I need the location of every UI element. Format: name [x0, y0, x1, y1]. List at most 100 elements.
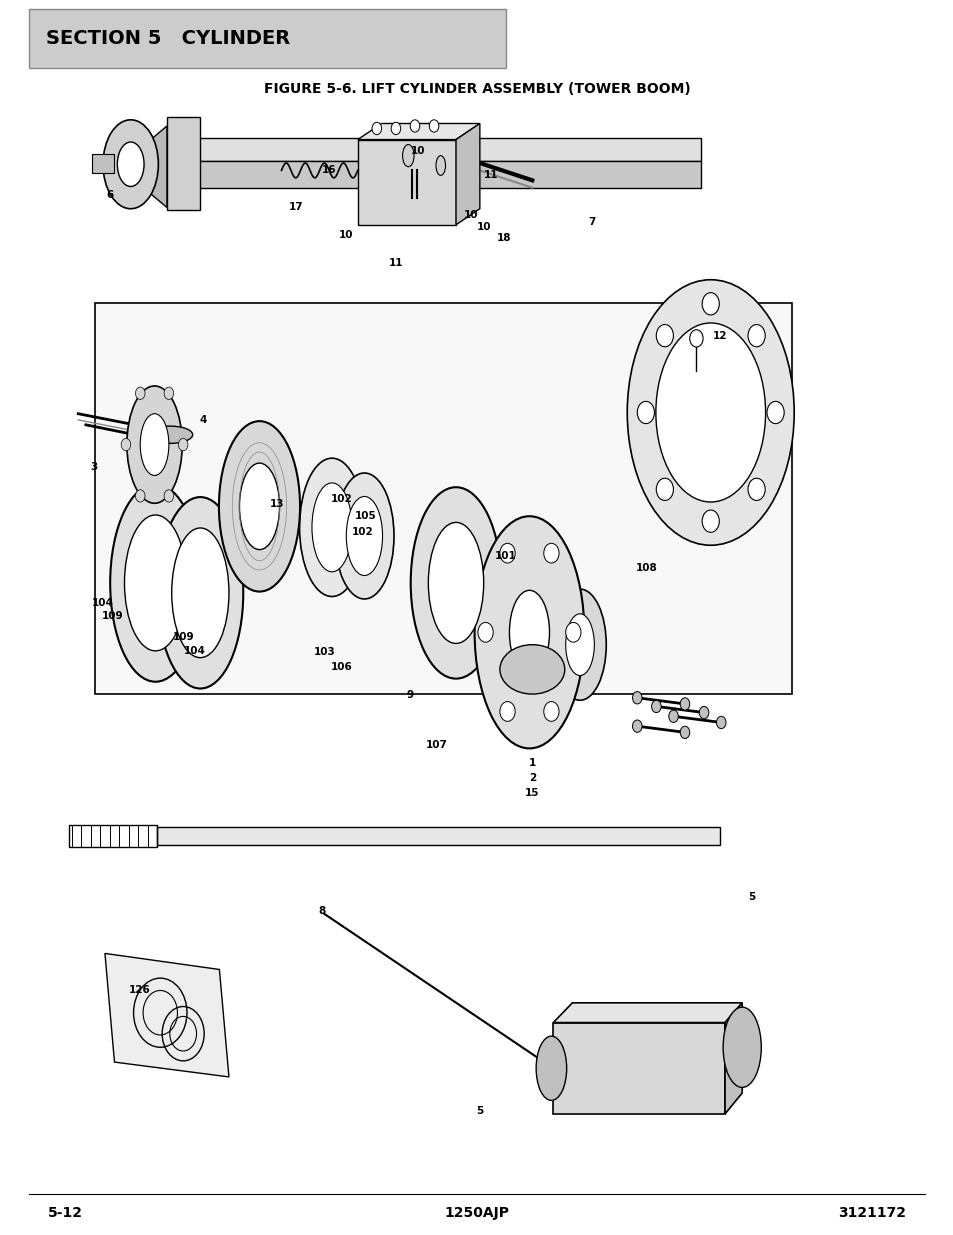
Ellipse shape [436, 156, 445, 175]
Ellipse shape [110, 484, 200, 682]
Ellipse shape [172, 529, 229, 657]
Circle shape [701, 293, 719, 315]
Circle shape [178, 438, 188, 451]
Circle shape [410, 120, 419, 132]
Ellipse shape [553, 589, 606, 700]
Text: 3: 3 [90, 462, 97, 472]
Text: 104: 104 [92, 598, 113, 608]
Text: 107: 107 [426, 740, 447, 750]
Text: 10: 10 [410, 146, 425, 156]
Circle shape [747, 325, 764, 347]
Text: 2: 2 [528, 773, 536, 783]
Ellipse shape [346, 496, 382, 576]
Circle shape [716, 716, 725, 729]
Text: 1250AJP: 1250AJP [444, 1205, 509, 1220]
Polygon shape [724, 1003, 741, 1114]
Text: 4: 4 [199, 415, 207, 425]
Ellipse shape [140, 414, 169, 475]
Circle shape [747, 478, 764, 500]
Polygon shape [181, 161, 700, 188]
Text: 11: 11 [388, 258, 403, 268]
Ellipse shape [103, 120, 158, 209]
Circle shape [679, 726, 689, 739]
Ellipse shape [147, 426, 193, 443]
Circle shape [565, 622, 580, 642]
Circle shape [135, 490, 145, 503]
Ellipse shape [157, 496, 243, 688]
Circle shape [651, 700, 660, 713]
Text: 102: 102 [331, 494, 352, 504]
Circle shape [164, 387, 173, 399]
Circle shape [543, 701, 558, 721]
Ellipse shape [312, 483, 352, 572]
Text: 10: 10 [476, 222, 491, 232]
Text: 5-12: 5-12 [48, 1205, 83, 1220]
Circle shape [135, 387, 145, 399]
Text: 109: 109 [102, 611, 123, 621]
Polygon shape [357, 124, 479, 140]
Ellipse shape [536, 1036, 566, 1100]
Text: 12: 12 [712, 331, 727, 341]
Circle shape [499, 701, 515, 721]
Ellipse shape [428, 522, 483, 643]
Text: 126: 126 [129, 986, 150, 995]
Text: 102: 102 [352, 527, 373, 537]
Ellipse shape [127, 385, 182, 504]
Polygon shape [553, 1003, 741, 1023]
Circle shape [689, 330, 702, 347]
Ellipse shape [626, 280, 793, 546]
Text: 101: 101 [495, 551, 516, 561]
Polygon shape [181, 138, 700, 161]
Ellipse shape [475, 516, 583, 748]
Text: SECTION 5   CYLINDER: SECTION 5 CYLINDER [46, 28, 290, 48]
Ellipse shape [117, 142, 144, 186]
Text: 11: 11 [483, 170, 498, 180]
Ellipse shape [239, 463, 279, 550]
Circle shape [372, 122, 381, 135]
Circle shape [632, 720, 641, 732]
Circle shape [121, 438, 131, 451]
Ellipse shape [410, 487, 501, 679]
Ellipse shape [722, 1008, 760, 1088]
Text: 103: 103 [314, 647, 335, 657]
Text: 1: 1 [528, 758, 536, 768]
Text: 3121172: 3121172 [838, 1205, 905, 1220]
Circle shape [656, 478, 673, 500]
Circle shape [164, 490, 173, 503]
Text: 5: 5 [476, 1107, 483, 1116]
Polygon shape [167, 117, 200, 210]
Ellipse shape [655, 324, 764, 503]
Polygon shape [553, 1023, 724, 1114]
Text: 17: 17 [288, 203, 303, 212]
Bar [29, 9, 505, 68]
Circle shape [543, 543, 558, 563]
Polygon shape [148, 126, 167, 207]
Text: 109: 109 [172, 632, 193, 642]
Text: 7: 7 [587, 217, 595, 227]
Text: 104: 104 [184, 646, 205, 656]
Circle shape [656, 325, 673, 347]
Circle shape [679, 698, 689, 710]
Text: 5: 5 [747, 892, 755, 902]
Text: 10: 10 [338, 230, 354, 240]
Text: 106: 106 [331, 662, 352, 672]
Ellipse shape [299, 458, 364, 597]
Circle shape [699, 706, 708, 719]
Polygon shape [91, 154, 114, 173]
Ellipse shape [335, 473, 394, 599]
Polygon shape [456, 124, 479, 225]
Circle shape [477, 622, 493, 642]
Text: FIGURE 5-6. LIFT CYLINDER ASSEMBLY (TOWER BOOM): FIGURE 5-6. LIFT CYLINDER ASSEMBLY (TOWE… [263, 82, 690, 96]
Text: 16: 16 [321, 165, 336, 175]
Text: 108: 108 [636, 563, 657, 573]
Polygon shape [105, 953, 229, 1077]
Circle shape [429, 120, 438, 132]
Text: 13: 13 [269, 499, 284, 509]
Circle shape [701, 510, 719, 532]
Text: 8: 8 [318, 906, 326, 916]
Circle shape [637, 401, 654, 424]
Ellipse shape [509, 590, 549, 674]
Text: 10: 10 [463, 210, 478, 220]
Text: 105: 105 [355, 511, 375, 521]
Circle shape [668, 710, 678, 722]
